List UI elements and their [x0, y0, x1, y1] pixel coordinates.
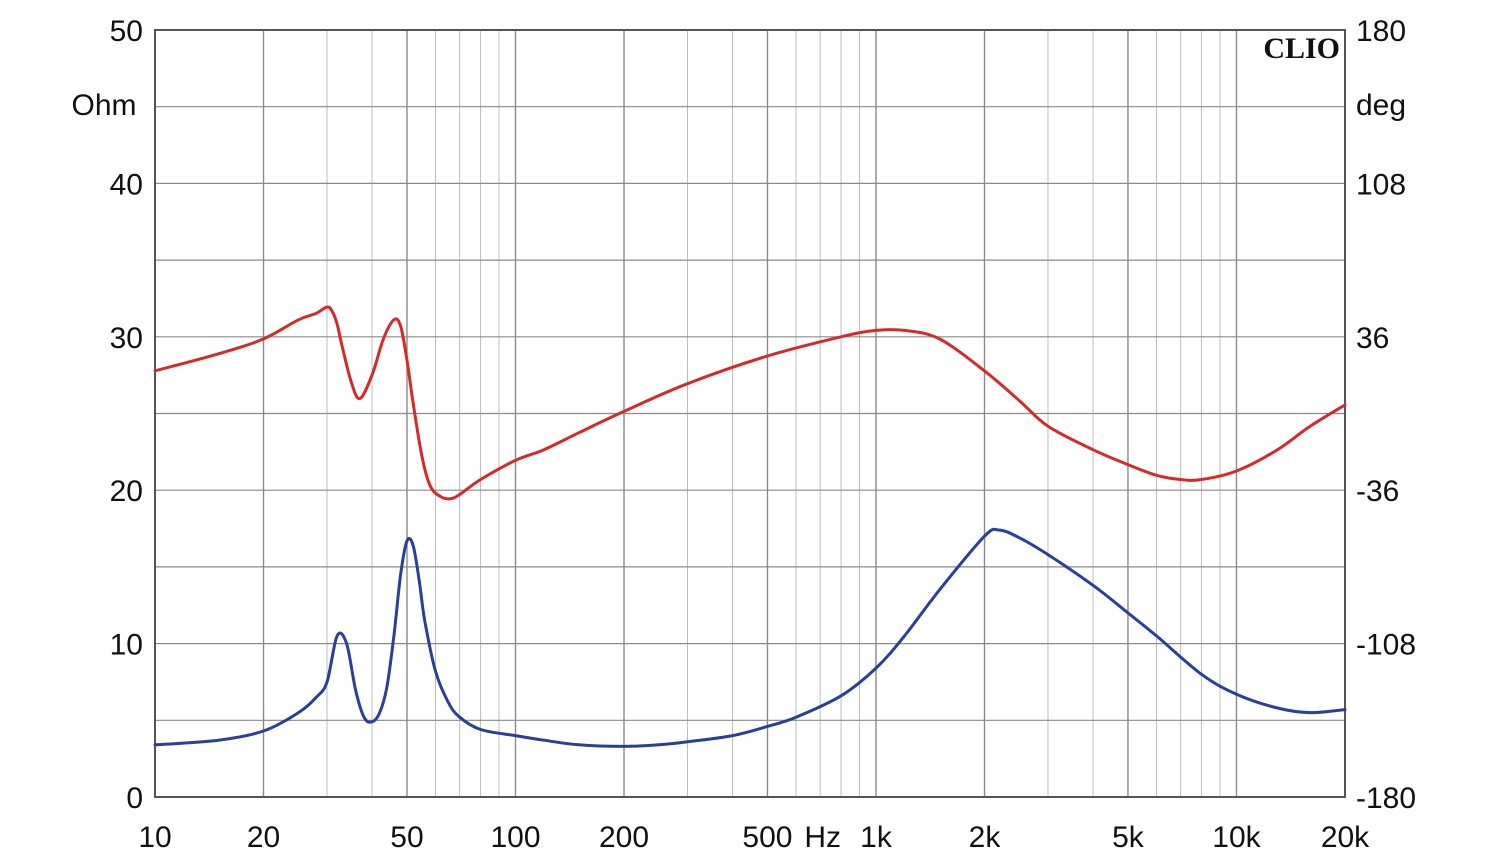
left-y-tick-label: 50	[110, 15, 143, 48]
right-y-tick-label: -180	[1356, 782, 1416, 815]
left-y-tick-label: 40	[110, 168, 143, 201]
left-axis-unit-label: Ohm	[71, 89, 136, 122]
x-tick-label: 10k	[1212, 821, 1261, 854]
x-tick-label: 1k	[860, 821, 893, 854]
x-tick-label: 2k	[969, 821, 1002, 854]
x-tick-label: 5k	[1112, 821, 1145, 854]
right-y-tick-label: 108	[1356, 168, 1406, 201]
clio-brand-label: CLIO	[1263, 32, 1340, 65]
right-axis-unit-label: deg	[1356, 89, 1406, 122]
grid	[154, 29, 1346, 798]
x-axis-unit-label: Hz	[804, 821, 841, 854]
labels-layer: Ohm deg CLIO	[71, 32, 1406, 122]
right-y-tick-label: -36	[1356, 475, 1399, 508]
left-y-tick-label: 30	[110, 322, 143, 355]
impedance-series-line	[153, 527, 1347, 748]
left-y-tick-label: 0	[126, 782, 143, 815]
plot-frame	[154, 29, 1346, 798]
x-tick-label: 200	[599, 821, 649, 854]
x-tick-label: 500	[742, 821, 792, 854]
right-y-tick-label: 180	[1356, 15, 1406, 48]
right-y-tick-label: -108	[1356, 629, 1416, 662]
x-tick-label: 100	[490, 821, 540, 854]
x-tick-label: 50	[390, 821, 423, 854]
left-y-tick-label: 20	[110, 475, 143, 508]
x-tick-label: 20	[247, 821, 280, 854]
series-layer	[153, 305, 1347, 748]
left-y-tick-label: 10	[110, 629, 143, 662]
phase-series-line	[153, 305, 1347, 501]
x-tick-label: 10	[138, 821, 171, 854]
right-y-tick-label: 36	[1356, 322, 1389, 355]
ticks-layer: 10 20 50 100 200 500 1k 2k 5k 10k 20k Hz 0 10 20 30 40 50…	[110, 15, 1416, 854]
x-tick-label: 20k	[1321, 821, 1370, 854]
